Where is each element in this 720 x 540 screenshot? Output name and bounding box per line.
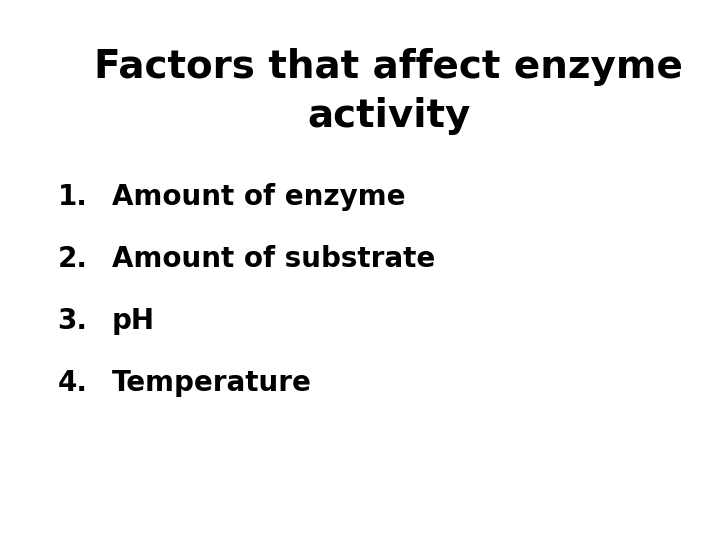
Text: Amount of enzyme: Amount of enzyme <box>112 183 405 211</box>
Text: 4.: 4. <box>58 369 88 397</box>
Text: pH: pH <box>112 307 155 335</box>
Text: Amount of substrate: Amount of substrate <box>112 245 435 273</box>
Text: 2.: 2. <box>58 245 88 273</box>
Text: 3.: 3. <box>58 307 88 335</box>
Text: activity: activity <box>307 97 470 135</box>
Text: Temperature: Temperature <box>112 369 312 397</box>
Text: Factors that affect enzyme: Factors that affect enzyme <box>94 49 683 86</box>
Text: 1.: 1. <box>58 183 87 211</box>
